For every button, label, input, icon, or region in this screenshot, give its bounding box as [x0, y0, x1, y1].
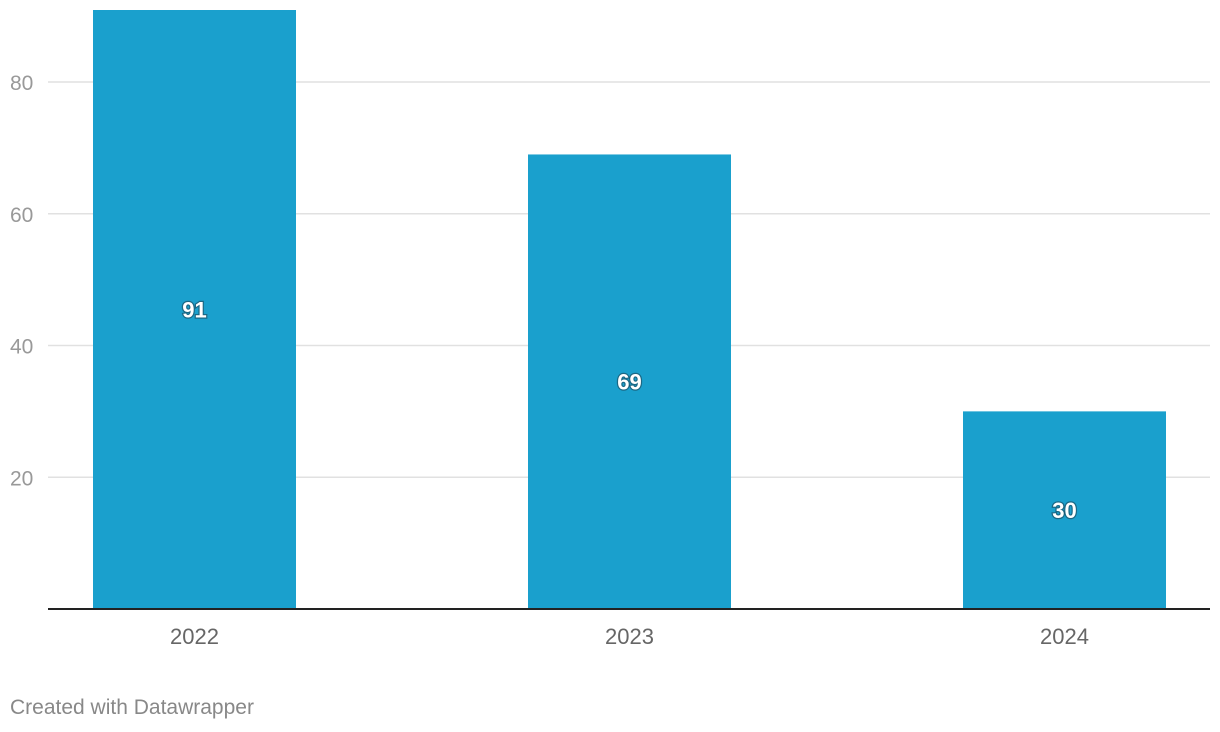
bar-value-label: 69	[617, 370, 641, 395]
x-category-label: 2023	[605, 624, 654, 649]
x-axis-category-labels: 2022 2023 2024	[170, 624, 1089, 649]
x-category-label: 2022	[170, 624, 219, 649]
y-tick-label: 60	[10, 204, 33, 227]
bar	[528, 154, 731, 609]
bar	[93, 10, 296, 609]
y-tick-label: 20	[10, 467, 33, 490]
bar	[963, 411, 1166, 609]
bar-value-label: 91	[182, 298, 206, 323]
bar-value-label: 30	[1052, 498, 1076, 523]
bar-chart: 20 40 60 80 2022 2023 2024 91 69 30	[10, 10, 1210, 649]
y-axis-tick-labels: 20 40 60 80	[10, 72, 33, 490]
bars	[93, 10, 1166, 609]
bar-value-labels: 91 69 30	[181, 296, 1078, 524]
y-tick-label: 40	[10, 336, 33, 359]
footer-credit: Created with Datawrapper	[10, 696, 254, 719]
x-category-label: 2024	[1040, 624, 1089, 649]
y-tick-label: 80	[10, 72, 33, 95]
